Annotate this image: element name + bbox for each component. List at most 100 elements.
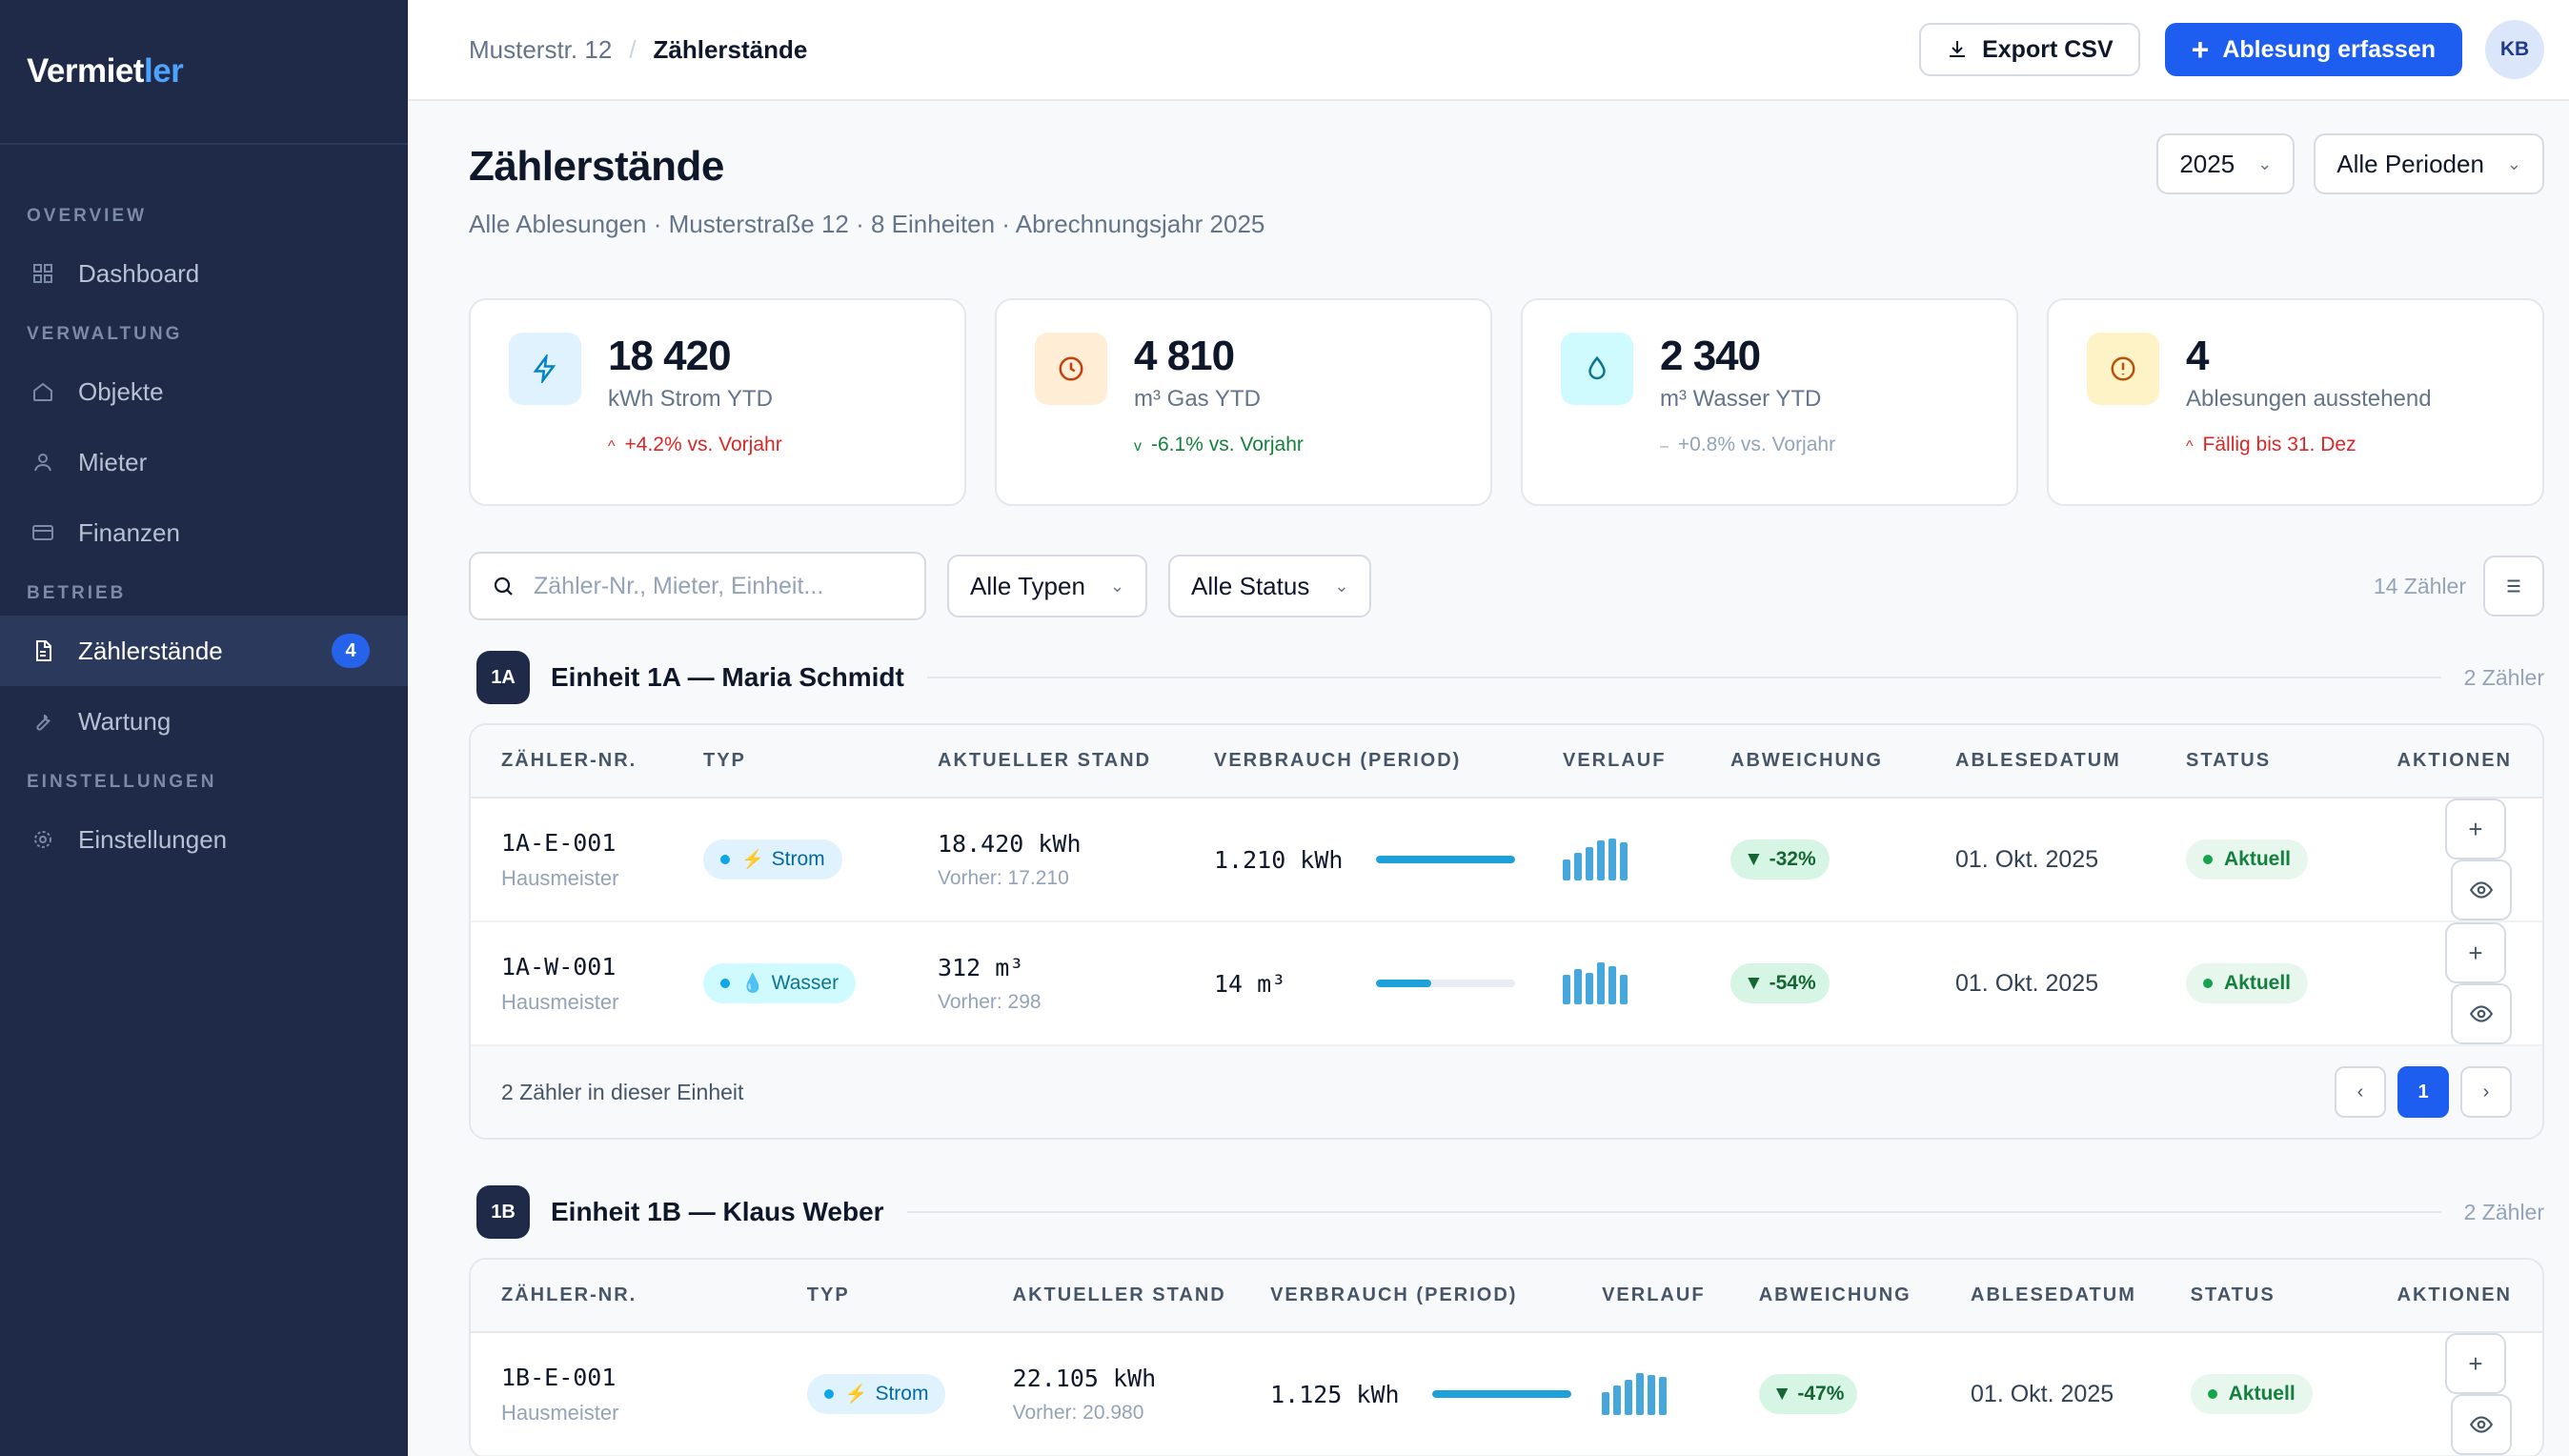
- status-dot: [2203, 855, 2213, 864]
- meter-id[interactable]: 1A-W-001: [501, 952, 617, 981]
- reading-date: 01. Okt. 2025: [1955, 969, 2099, 997]
- status-dot: [2203, 979, 2213, 988]
- type-label: Wasser: [771, 972, 839, 994]
- sidebar-item-finanzen[interactable]: Finanzen: [0, 497, 408, 568]
- sidebar-item-einstellungen[interactable]: Einstellungen: [0, 804, 408, 875]
- column-header: ZÄHLER-NR.: [471, 1260, 777, 1333]
- period-select[interactable]: Alle Perioden ⌄: [2314, 133, 2544, 194]
- status-dot: [823, 1389, 834, 1399]
- meter-id[interactable]: 1A-E-001: [501, 828, 617, 857]
- meter-table-card: ZÄHLER-NR. TYP AKTUELLER STAND VERBRAUCH (P…: [469, 723, 2544, 1140]
- view-details-button[interactable]: [2451, 1394, 2512, 1455]
- kpi-value: 18 420: [608, 333, 732, 379]
- page-button[interactable]: 1: [2397, 1066, 2449, 1118]
- consumption-bar: [1376, 980, 1515, 987]
- previous-reading: Vorher: 298: [938, 990, 1042, 1013]
- table-row[interactable]: 1B-E-001 Hausmeister ⚡ Strom 22.105 kWh Vorhe…: [471, 1332, 2542, 1456]
- column-header: ABLESEDATUM: [1925, 725, 2155, 799]
- sparkline: [1563, 839, 1700, 880]
- view-details-button[interactable]: [2451, 859, 2512, 920]
- kpi-body: 4 Ablesungen ausstehend ^ Fällig bis 31. De…: [2186, 333, 2432, 472]
- cell-consumption: 1.210 kWh: [1183, 798, 1532, 922]
- menu-icon: [2503, 576, 2524, 597]
- kpi-label: m³ Gas YTD: [1134, 386, 1261, 412]
- type-badge: 💧 Wasser: [703, 963, 857, 1003]
- cell-consumption: 1.125 kWh: [1240, 1332, 1572, 1456]
- cell-actions: +: [2366, 1332, 2542, 1456]
- cell-type: 💧 Wasser: [673, 921, 907, 1046]
- kpi-card: 4 810 m³ Gas YTD v -6.1% vs. Vorjahr: [995, 298, 1492, 506]
- kpi-trend: v -6.1% vs. Vorjahr: [1134, 434, 1304, 456]
- meter-count: 14 Zähler: [2373, 573, 2466, 598]
- consumption-bar-fill: [1376, 980, 1432, 987]
- app-logo[interactable]: Vermiet ler: [0, 0, 408, 145]
- cell-trend: [1532, 798, 1700, 922]
- prev-page-button[interactable]: ‹: [2335, 1066, 2386, 1118]
- consumption-bar: [1432, 1390, 1572, 1398]
- cell-status: Aktuell: [2159, 1332, 2367, 1456]
- view-details-button[interactable]: [2451, 983, 2512, 1044]
- kpi-trend-text: +4.2% vs. Vorjahr: [624, 434, 782, 455]
- export-csv-button[interactable]: Export CSV: [1919, 23, 2140, 76]
- sparkline-bar: [1648, 1375, 1656, 1415]
- previous-reading: Vorher: 20.980: [1012, 1401, 1144, 1424]
- consumption-wrap: 1.125 kWh: [1270, 1380, 1572, 1408]
- type-filter-select[interactable]: Alle Typen ⌄: [947, 555, 1148, 617]
- column-header: ZÄHLER-NR.: [471, 725, 673, 799]
- table-row[interactable]: 1A-W-001 Hausmeister 💧 Wasser 312 m³ Vorher: …: [471, 921, 2542, 1046]
- kpi-label: m³ Wasser YTD: [1660, 386, 1822, 412]
- sidebar-item-objekte[interactable]: Objekte: [0, 356, 408, 427]
- unit-badge: 1B: [476, 1185, 530, 1239]
- consumption-value: 1.125 kWh: [1270, 1380, 1400, 1408]
- chevron-down-icon: ⌄: [2257, 153, 2273, 173]
- search-input[interactable]: Zähler-Nr., Mieter, Einheit...: [469, 552, 926, 620]
- add-reading-row-button[interactable]: +: [2445, 799, 2506, 859]
- cell-deviation: ▼ -47%: [1728, 1332, 1941, 1456]
- table-row[interactable]: 1A-E-001 Hausmeister ⚡ Strom 18.420 kWh Vorhe…: [471, 798, 2542, 922]
- sparkline-bar: [1586, 973, 1593, 1004]
- cell-type: ⚡ Strom: [776, 1332, 982, 1456]
- kpi-body: 4 810 m³ Gas YTD v -6.1% vs. Vorjahr: [1134, 333, 1304, 472]
- column-header: STATUS: [2155, 725, 2356, 799]
- bolt-icon: [509, 333, 581, 405]
- next-page-button[interactable]: ›: [2460, 1066, 2512, 1118]
- column-header: AKTIONEN: [2356, 725, 2542, 799]
- type-badge: ⚡ Strom: [806, 1374, 946, 1414]
- deviation-badge: ▼ -47%: [1758, 1374, 1858, 1414]
- sidebar-section-einstellungen: EINSTELLUNGEN: [27, 772, 217, 792]
- sparkline-bar: [1597, 962, 1605, 1004]
- status-dot: [720, 855, 730, 864]
- list-view-button[interactable]: [2483, 556, 2544, 617]
- reader-name: Hausmeister: [501, 989, 619, 1014]
- meter-id[interactable]: 1B-E-001: [501, 1363, 617, 1391]
- add-reading-row-button[interactable]: +: [2445, 922, 2506, 983]
- column-header: AKTUELLER STAND: [981, 1260, 1241, 1333]
- column-header: VERLAUF: [1532, 725, 1700, 799]
- sidebar-item-zaehlerstaende[interactable]: Zählerstände 4: [0, 616, 408, 686]
- breadcrumb-item-property[interactable]: Musterstr. 12: [469, 34, 613, 64]
- sparkline: [1602, 1373, 1729, 1415]
- kpi-trend: – +0.8% vs. Vorjahr: [1660, 434, 1835, 456]
- sidebar-item-wartung[interactable]: Wartung: [0, 686, 408, 757]
- consumption-value: 14 m³: [1214, 969, 1286, 998]
- clock-icon: [1035, 333, 1107, 405]
- add-reading-row-button[interactable]: +: [2445, 1333, 2506, 1394]
- breadcrumb: Musterstr. 12 / Zählerstände: [469, 35, 807, 65]
- download-icon: [1946, 38, 1969, 61]
- type-badge: ⚡ Strom: [703, 839, 842, 880]
- group-header: 1B Einheit 1B — Klaus Weber 2 Zähler: [469, 1183, 2544, 1241]
- sidebar-item-dashboard[interactable]: Dashboard: [0, 238, 408, 309]
- cell-trend: [1532, 921, 1700, 1046]
- reader-name: Hausmeister: [501, 865, 619, 890]
- page-title: Zählerstände: [469, 143, 724, 190]
- avatar[interactable]: KB: [2485, 20, 2544, 79]
- sidebar-item-mieter[interactable]: Mieter: [0, 427, 408, 497]
- sparkline-bar: [1608, 839, 1616, 880]
- table-footer: 2 Zähler in dieser Einheit ‹ 1 ›: [471, 1046, 2542, 1138]
- eye-icon: [2469, 878, 2494, 902]
- type-label: Strom: [875, 1383, 929, 1405]
- status-dot: [2207, 1389, 2217, 1399]
- add-reading-button[interactable]: + Ablesung erfassen: [2164, 23, 2462, 76]
- year-select[interactable]: 2025 ⌄: [2156, 133, 2296, 194]
- status-filter-select[interactable]: Alle Status ⌄: [1168, 555, 1372, 617]
